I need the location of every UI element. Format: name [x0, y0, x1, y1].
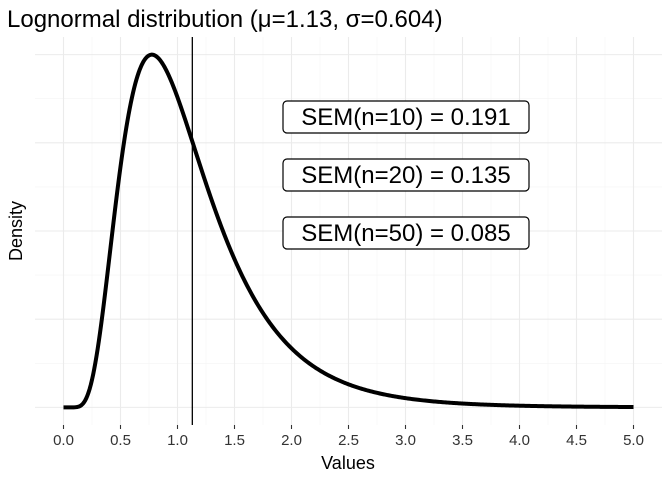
density-curve	[62, 52, 635, 410]
plot-panel: SEM(n=10) = 0.191 SEM(n=20) = 0.135 SEM(n=…	[35, 37, 662, 425]
sem-label-box	[282, 158, 530, 192]
x-tick-label: 3.5	[452, 432, 473, 449]
x-tick-label: 0.5	[110, 432, 131, 449]
sem-label-text: SEM(n=50) = 0.085	[301, 220, 510, 247]
x-tick-label: 2.0	[281, 432, 302, 449]
sem-label-box	[282, 216, 530, 250]
sem-annotations: SEM(n=10) = 0.191 SEM(n=20) = 0.135 SEM(n=…	[282, 100, 530, 250]
sem-label: SEM(n=50) = 0.085	[282, 216, 530, 250]
sem-label-box	[282, 100, 530, 134]
y-axis-title: Density	[6, 201, 26, 261]
x-tick-label: 4.0	[509, 432, 530, 449]
sem-label: SEM(n=10) = 0.191	[282, 100, 530, 134]
sem-label-text: SEM(n=10) = 0.191	[301, 104, 510, 131]
x-tick-label: 4.5	[566, 432, 587, 449]
x-tick-label: 2.5	[338, 432, 359, 449]
x-axis-title: Values	[321, 453, 375, 473]
x-tick-label: 1.0	[167, 432, 188, 449]
chart-title: Lognormal distribution (μ=1.13, σ=0.604)	[7, 6, 443, 33]
x-tick-label: 0.0	[53, 432, 74, 449]
sem-label: SEM(n=20) = 0.135	[282, 158, 530, 192]
x-tick-label: 1.5	[224, 432, 245, 449]
x-tick-label: 3.0	[395, 432, 416, 449]
x-axis: 0.0 0.5 1.0 1.5 2.0 2.5 3.0 3.5 4.0 4.5 5.0	[53, 425, 644, 449]
sem-label-text: SEM(n=20) = 0.135	[301, 162, 510, 189]
x-tick-label: 5.0	[623, 432, 644, 449]
